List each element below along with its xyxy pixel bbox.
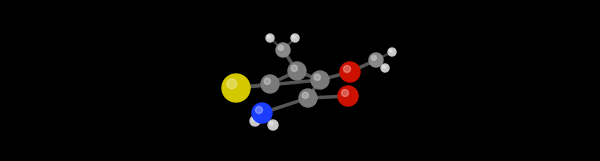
Circle shape bbox=[381, 64, 389, 72]
Circle shape bbox=[266, 34, 274, 42]
Circle shape bbox=[299, 89, 317, 107]
Circle shape bbox=[288, 62, 306, 80]
Circle shape bbox=[276, 43, 290, 57]
Circle shape bbox=[338, 86, 358, 106]
Circle shape bbox=[302, 92, 308, 98]
Circle shape bbox=[343, 66, 350, 72]
Circle shape bbox=[222, 74, 250, 102]
Circle shape bbox=[252, 118, 255, 121]
Circle shape bbox=[268, 35, 270, 38]
Circle shape bbox=[270, 122, 273, 125]
Circle shape bbox=[264, 78, 271, 85]
Circle shape bbox=[292, 35, 295, 38]
Circle shape bbox=[340, 62, 360, 82]
Circle shape bbox=[311, 71, 329, 89]
Circle shape bbox=[371, 55, 376, 60]
Circle shape bbox=[291, 65, 298, 71]
Circle shape bbox=[252, 103, 272, 123]
Circle shape bbox=[291, 34, 299, 42]
Circle shape bbox=[314, 74, 320, 80]
Circle shape bbox=[256, 106, 263, 114]
Circle shape bbox=[388, 48, 396, 56]
Circle shape bbox=[382, 65, 385, 68]
Circle shape bbox=[227, 79, 237, 89]
Circle shape bbox=[268, 120, 278, 130]
Circle shape bbox=[369, 53, 383, 67]
Circle shape bbox=[341, 90, 349, 96]
Circle shape bbox=[278, 45, 283, 50]
Circle shape bbox=[389, 49, 392, 52]
Circle shape bbox=[261, 75, 279, 93]
Circle shape bbox=[250, 116, 260, 126]
